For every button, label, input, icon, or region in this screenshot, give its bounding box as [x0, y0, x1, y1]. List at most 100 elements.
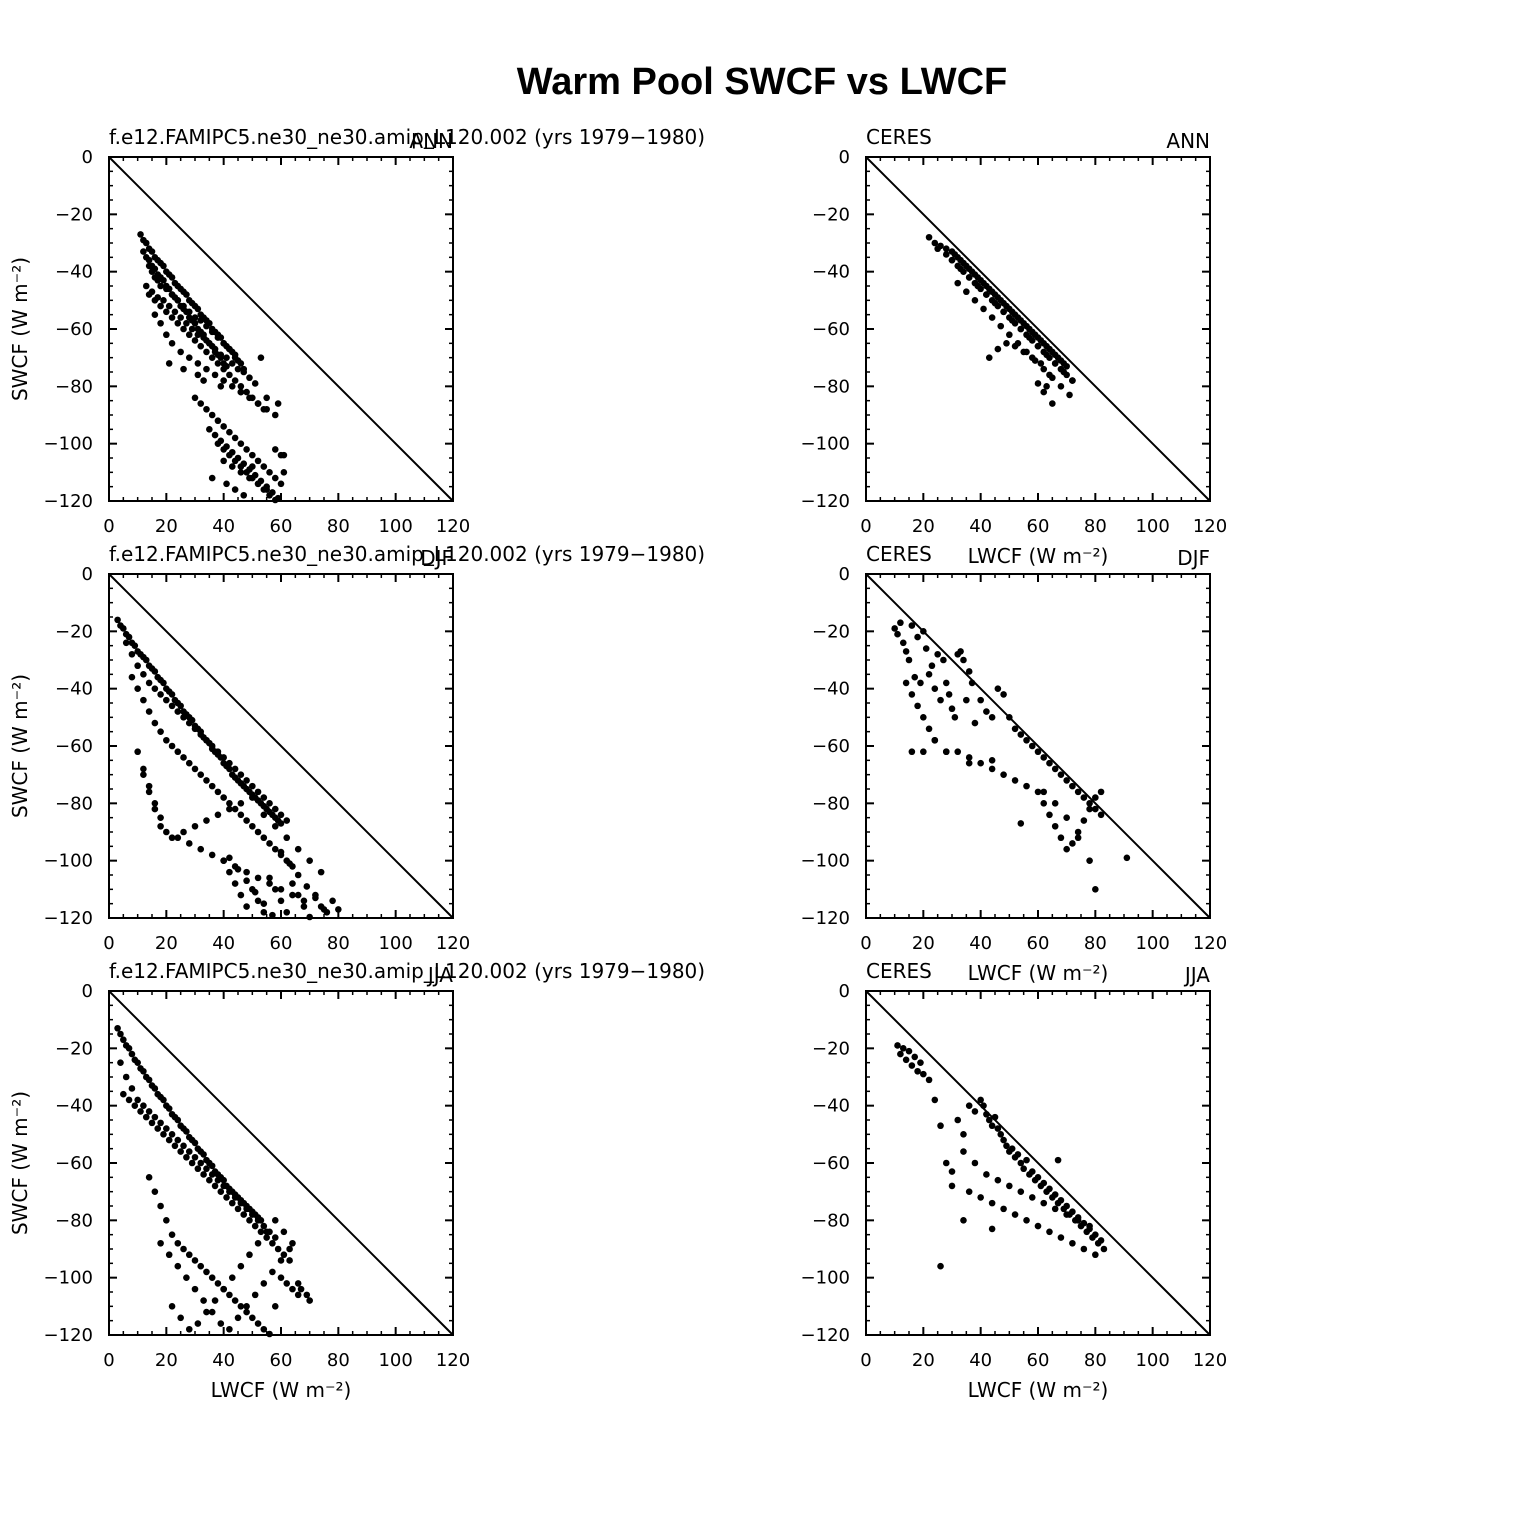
scatter-point: [206, 1176, 213, 1184]
scatter-point: [214, 1280, 222, 1287]
scatter-point: [174, 297, 182, 304]
y-axis-label: SWCF (W m⁻²): [8, 674, 32, 818]
x-tick-label: 80: [327, 933, 350, 954]
y-tick-label: 0: [839, 564, 850, 585]
scatter-point: [145, 1108, 153, 1115]
scatter-point: [911, 673, 919, 681]
scatter-point: [1074, 1217, 1082, 1224]
scatter-point: [249, 822, 256, 830]
scatter-point: [254, 480, 262, 488]
scatter-point: [260, 908, 268, 916]
scatter-point: [168, 1303, 176, 1310]
y-tick-label: −20: [812, 1038, 850, 1059]
scatter-point: [142, 1113, 150, 1121]
scatter-point: [231, 880, 239, 887]
scatter-point: [1097, 1237, 1105, 1244]
scatter-point: [1034, 1174, 1042, 1181]
scatter-point: [183, 291, 190, 298]
scatter-point: [954, 1116, 962, 1124]
scatter-point: [194, 371, 202, 379]
scatter-point: [251, 1222, 259, 1230]
scatter-point: [257, 354, 265, 361]
scatter-point: [243, 903, 250, 910]
scatter-point: [157, 1202, 164, 1210]
scatter-point: [140, 248, 147, 255]
scatter-point: [243, 877, 250, 885]
y-tick-label: −40: [55, 1096, 93, 1117]
scatter-point: [1040, 1179, 1048, 1187]
scatter-point: [1051, 1191, 1059, 1198]
scatter-point: [157, 1239, 164, 1247]
scatter-point: [925, 671, 933, 678]
scatter-point: [145, 782, 153, 790]
scatter-point: [1046, 811, 1053, 819]
y-tick-label: −120: [801, 491, 850, 512]
scatter-point: [948, 1168, 956, 1175]
scatter-point: [974, 282, 982, 290]
x-tick-label: 20: [912, 1350, 935, 1371]
scatter-point: [137, 1108, 144, 1115]
scatter-point: [1026, 334, 1033, 341]
x-tick-label: 80: [327, 516, 350, 537]
scatter-point: [180, 302, 187, 310]
x-tick-label: 0: [860, 1350, 871, 1371]
x-tick-label: 100: [378, 933, 412, 954]
scatter-point: [208, 1308, 216, 1316]
scatter-point: [1051, 765, 1059, 773]
scatter-point: [191, 1139, 199, 1147]
scatter-point: [163, 1217, 170, 1224]
scatter-point: [297, 1285, 305, 1293]
scatter-point: [931, 239, 939, 247]
scatter-point: [163, 828, 170, 836]
scatter-point: [1086, 1222, 1093, 1230]
reference-line: [108, 990, 454, 1336]
scatter-point: [220, 794, 227, 801]
x-tick-label: 40: [212, 516, 235, 537]
scatter-point: [965, 668, 973, 675]
y-tick-label: −80: [812, 793, 850, 814]
x-tick-label: 60: [270, 933, 293, 954]
scatter-point: [165, 360, 173, 367]
scatter-point: [142, 656, 150, 664]
panel-right-title: DJF: [420, 546, 453, 570]
scatter-point: [163, 736, 170, 744]
scatter-point: [191, 822, 199, 830]
scatter-point: [163, 1125, 170, 1132]
scatter-point: [203, 1308, 210, 1316]
scatter-point: [191, 1257, 199, 1264]
scatter-point: [954, 748, 962, 756]
x-tick-label: 0: [860, 933, 871, 954]
scatter-point: [226, 1188, 233, 1195]
scatter-point: [180, 754, 187, 761]
scatter-point: [948, 256, 956, 264]
y-tick-label: −100: [44, 434, 93, 455]
scatter-point: [894, 1042, 901, 1049]
scatter-point: [1020, 1165, 1027, 1173]
scatter-point: [1017, 325, 1025, 333]
scatter-point: [925, 233, 933, 241]
scatter-point: [174, 708, 182, 715]
scatter-point: [168, 1231, 176, 1238]
scatter-point: [1066, 391, 1073, 399]
scatter-point: [134, 748, 141, 756]
scatter-point: [266, 800, 273, 807]
scatter-point: [289, 1285, 296, 1293]
scatter-point: [157, 302, 164, 310]
panel-right-title: ANN: [409, 129, 453, 153]
scatter-point: [1023, 1217, 1030, 1224]
scatter-point: [243, 1205, 250, 1213]
scatter-point: [335, 906, 342, 913]
x-tick-label: 0: [103, 1350, 114, 1371]
scatter-point: [317, 868, 325, 876]
scatter-point: [277, 820, 285, 827]
scatter-point: [937, 696, 944, 704]
scatter-point: [271, 805, 279, 813]
scatter-point: [306, 857, 313, 864]
scatter-point: [260, 1280, 268, 1287]
scatter-point: [203, 365, 210, 373]
scatter-point: [237, 800, 245, 807]
scatter-point: [1046, 1185, 1053, 1193]
scatter-point: [925, 725, 933, 733]
scatter-point: [911, 1053, 919, 1061]
